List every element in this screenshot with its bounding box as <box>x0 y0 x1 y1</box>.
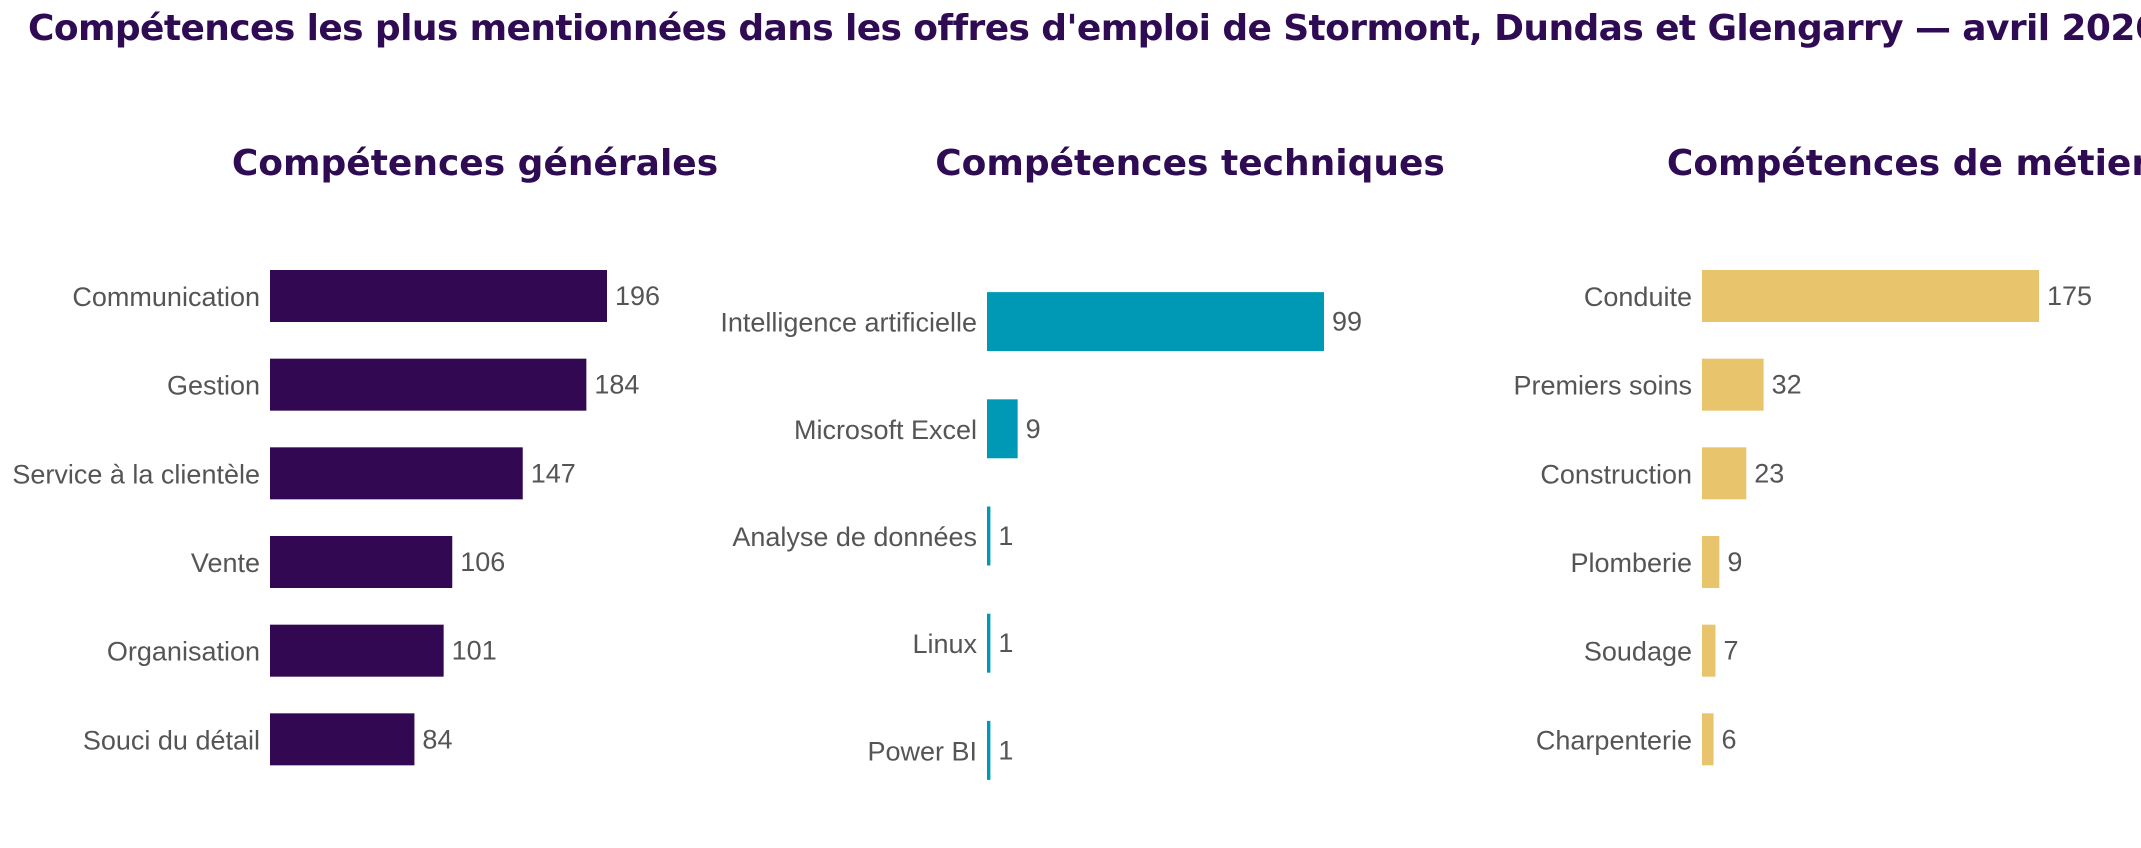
category-label-technical-1: Microsoft Excel <box>794 415 977 445</box>
value-label-trade-5: 6 <box>1722 724 1737 754</box>
category-label-trade-4: Soudage <box>1584 637 1692 667</box>
category-label-technical-3: Linux <box>912 629 977 659</box>
bar-trade-0 <box>1702 270 2039 322</box>
category-label-general-3: Vente <box>191 548 260 578</box>
value-label-technical-0: 99 <box>1332 307 1362 337</box>
value-label-general-3: 106 <box>460 547 505 577</box>
category-label-technical-4: Power BI <box>867 736 977 766</box>
value-label-trade-4: 7 <box>1723 636 1738 666</box>
chart-title-trade: Compétences de métier <box>1667 143 2141 184</box>
category-label-trade-5: Charpenterie <box>1536 725 1692 755</box>
bar-technical-4 <box>987 720 991 780</box>
value-label-technical-4: 1 <box>998 735 1013 765</box>
category-label-general-4: Organisation <box>107 637 260 667</box>
category-label-general-2: Service à la clientèle <box>12 459 260 489</box>
chart-title-technical: Compétences techniques <box>935 143 1445 184</box>
chart-panel-technical: Compétences techniques Intelligence artif… <box>720 143 1445 780</box>
category-label-technical-2: Analyse de données <box>732 522 977 552</box>
bar-general-0 <box>270 270 607 322</box>
chart-title-general: Compétences générales <box>232 143 718 184</box>
bar-trade-4 <box>1702 624 1716 677</box>
value-label-general-1: 184 <box>594 370 639 400</box>
value-label-technical-3: 1 <box>998 628 1013 658</box>
value-label-trade-3: 9 <box>1727 547 1742 577</box>
bar-technical-1 <box>987 399 1018 459</box>
bar-trade-2 <box>1702 447 1747 500</box>
value-label-general-4: 101 <box>452 636 497 666</box>
category-label-general-0: Communication <box>72 282 260 312</box>
value-label-general-5: 84 <box>422 724 452 754</box>
page-title: Compétences les plus mentionnées dans le… <box>28 8 2141 49</box>
category-label-trade-0: Conduite <box>1584 282 1692 312</box>
value-label-trade-1: 32 <box>1772 370 1802 400</box>
chart-panel-general: Compétences générales Communication 196 Ges… <box>12 143 718 766</box>
category-label-trade-2: Construction <box>1540 459 1692 489</box>
category-label-technical-0: Intelligence artificielle <box>720 308 977 338</box>
bar-technical-3 <box>987 613 991 673</box>
bar-general-2 <box>270 447 523 500</box>
category-label-trade-3: Plomberie <box>1570 548 1692 578</box>
category-label-general-1: Gestion <box>167 371 260 401</box>
value-label-technical-2: 1 <box>998 521 1013 551</box>
value-label-trade-0: 175 <box>2047 281 2092 311</box>
category-label-trade-1: Premiers soins <box>1513 371 1692 401</box>
bar-trade-1 <box>1702 358 1764 411</box>
value-label-technical-1: 9 <box>1026 414 1041 444</box>
value-label-general-0: 196 <box>615 281 660 311</box>
bar-trade-5 <box>1702 713 1714 766</box>
bar-technical-0 <box>987 292 1324 352</box>
bar-general-3 <box>270 536 453 588</box>
category-label-general-5: Souci du détail <box>83 725 260 755</box>
bar-technical-2 <box>987 506 991 566</box>
bar-general-1 <box>270 358 587 411</box>
bar-general-4 <box>270 624 444 677</box>
bar-general-5 <box>270 713 415 766</box>
bar-trade-3 <box>1702 536 1720 588</box>
value-label-trade-2: 23 <box>1754 458 1784 488</box>
chart-panel-trade: Compétences de métier Conduite 175 Premiers… <box>1513 143 2141 766</box>
value-label-general-2: 147 <box>531 458 576 488</box>
